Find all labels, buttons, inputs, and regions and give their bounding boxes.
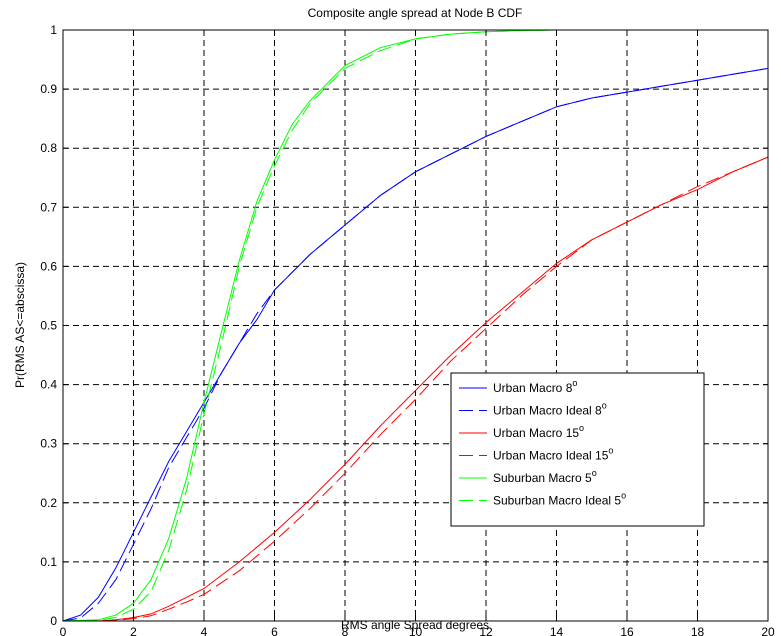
legend-label-text: Urban Macro 15 xyxy=(493,426,579,440)
legend-label-text: Urban Macro Ideal 8 xyxy=(493,404,602,418)
legend-label-superscript: o xyxy=(579,423,584,433)
y-tick-label: 0.5 xyxy=(40,319,57,333)
series-lines xyxy=(62,29,769,622)
y-tick-label: 0 xyxy=(50,614,57,628)
legend-label-superscript: o xyxy=(602,401,607,411)
legend-label-6: Suburban Macro Ideal 5o xyxy=(493,491,626,508)
legend-label-text: Urban Macro Ideal 15 xyxy=(493,449,609,463)
chart-title: Composite angle spread at Node B CDF xyxy=(308,6,523,20)
y-tick-label: 0.6 xyxy=(40,259,57,273)
y-tick-label: 0.9 xyxy=(40,82,57,96)
y-tick-label: 0.7 xyxy=(40,200,57,214)
x-tick-label: 6 xyxy=(271,625,278,636)
y-tick-label: 1 xyxy=(50,23,57,37)
y-tick-label: 0.3 xyxy=(40,437,57,451)
series-line-3 xyxy=(63,156,769,622)
x-tick-label: 8 xyxy=(342,625,349,636)
x-tick-label: 14 xyxy=(550,625,564,636)
legend-label-1: Urban Macro 8o xyxy=(493,378,577,395)
y-axis-label: Pr(RMS AS<=abscissa) xyxy=(13,262,27,388)
axis-ticks: 0 2 4 6 8 10 12 14 16 18 20 0 0.1 0.2 0.3 0.4 0.5 0.6 0.7 0… xyxy=(40,23,775,636)
y-tick-label: 0.4 xyxy=(40,378,57,392)
series-line-6 xyxy=(62,29,768,622)
legend-label-5: Suburban Macro 5o xyxy=(493,468,597,485)
legend-label-3: Urban Macro 15o xyxy=(493,423,584,440)
x-tick-label: 2 xyxy=(130,625,137,636)
legend-label-4: Urban Macro Ideal 15o xyxy=(493,446,613,463)
x-tick-label: 10 xyxy=(409,625,423,636)
x-tick-label: 4 xyxy=(201,625,208,636)
legend-label-superscript: o xyxy=(572,378,577,388)
y-tick-label: 0.1 xyxy=(40,555,57,569)
legend-label-2: Urban Macro Ideal 8o xyxy=(493,401,607,418)
legend-label-superscript: o xyxy=(621,491,626,501)
legend-label-superscript: o xyxy=(592,468,597,478)
legend-label-text: Urban Macro 8 xyxy=(493,381,573,395)
legend-label-superscript: o xyxy=(608,446,613,456)
y-tick-label: 0.8 xyxy=(40,141,57,155)
series-line-4 xyxy=(63,156,769,622)
series-line-2 xyxy=(62,67,769,622)
y-tick-label: 0.2 xyxy=(40,496,57,510)
legend-label-text: Suburban Macro Ideal 5 xyxy=(493,494,621,508)
x-tick-label: 0 xyxy=(60,625,67,636)
x-tick-label: 12 xyxy=(479,625,493,636)
x-axis-label: RMS angle Spread degrees xyxy=(341,618,489,632)
x-tick-label: 20 xyxy=(761,625,775,636)
legend-box xyxy=(450,372,705,527)
x-tick-label: 16 xyxy=(620,625,634,636)
x-tick-label: 18 xyxy=(691,625,705,636)
legend-label-text: Suburban Macro 5 xyxy=(493,471,592,485)
